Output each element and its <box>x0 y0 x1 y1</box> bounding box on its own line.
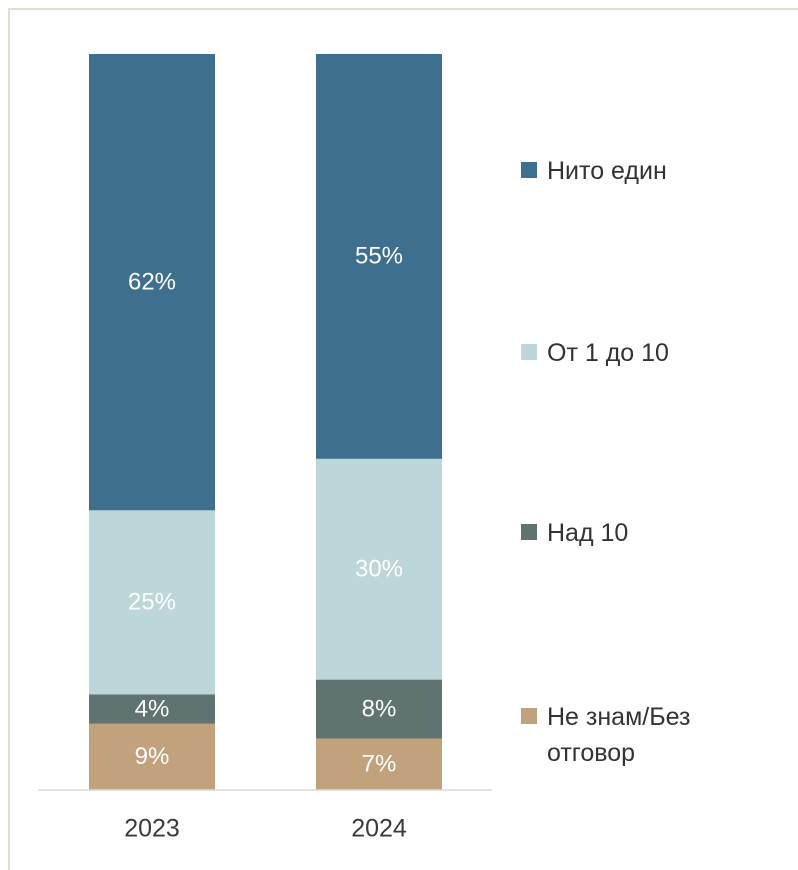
data-label-2023-от-1-до-10: 25% <box>128 589 176 616</box>
bar-segment-2023-нито-един <box>89 54 215 511</box>
legend: Нито един От 1 до 10 Над 10 Не знам/Без отго… <box>521 157 690 767</box>
bar-segment-2023-не-знам-без-отговор <box>89 723 215 790</box>
data-label-2024-не-знам-без-отговор: 7% <box>362 751 397 778</box>
legend-label-над-10: Над 10 <box>547 519 628 547</box>
bar-segment-2023-от-1-до-10 <box>89 510 215 695</box>
legend-label-от-1-до-10: От 1 до 10 <box>547 339 669 367</box>
legend-label-нито-един: Нито един <box>547 157 667 185</box>
bars-group: 9% 4% 25% 62% 7% 8% 30% 55% <box>89 54 442 790</box>
bar-segment-2024-над-10 <box>316 679 442 739</box>
bar-segment-2024-от-1-до-10 <box>316 458 442 680</box>
legend-swatch-нито-един <box>521 162 537 178</box>
x-tick-label-2023: 2023 <box>124 815 180 843</box>
bar-segment-2023-над-10 <box>89 694 215 724</box>
bar-segment-2024-нито-един <box>316 54 442 459</box>
x-tick-labels: 2023 2024 <box>124 815 407 843</box>
x-tick-label-2024: 2024 <box>351 815 407 843</box>
bar-segment-2024-не-знам-без-отговор <box>316 738 442 790</box>
data-label-2024-от-1-до-10: 30% <box>355 556 403 583</box>
legend-label-отговор: отговор <box>547 739 635 767</box>
chart-frame <box>8 8 798 870</box>
data-label-2023-не-знам-без-отговор: 9% <box>135 743 170 770</box>
legend-swatch-от-1-до-10 <box>521 344 537 360</box>
data-label-2024-над-10: 8% <box>362 695 397 722</box>
data-label-2024-нито-един: 55% <box>355 243 403 270</box>
legend-label-не-знам-без: Не знам/Без <box>547 703 690 731</box>
legend-swatch-над-10 <box>521 524 537 540</box>
legend-swatch-не-знам-без-отговор <box>521 708 537 724</box>
data-label-2023-нито-един: 62% <box>128 269 176 296</box>
data-label-2023-над-10: 4% <box>135 695 170 722</box>
